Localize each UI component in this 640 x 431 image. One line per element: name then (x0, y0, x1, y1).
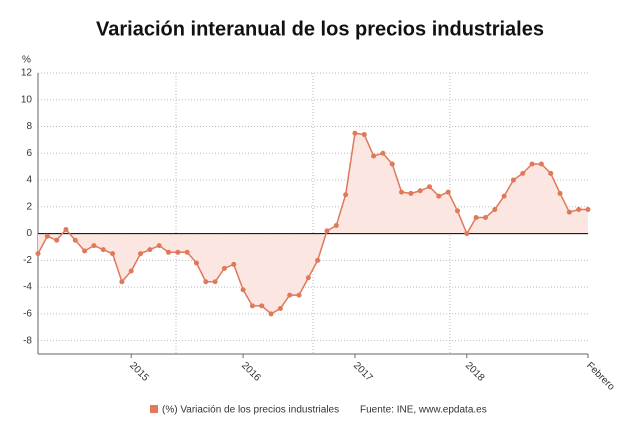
point (538, 161, 544, 167)
y-tick-label: 10 (21, 94, 33, 105)
point (510, 177, 516, 183)
point (343, 192, 349, 198)
point (324, 228, 330, 234)
point (454, 208, 460, 214)
point (520, 170, 526, 176)
point (408, 190, 414, 196)
point (138, 251, 144, 257)
point (296, 292, 302, 298)
point (380, 150, 386, 156)
point (54, 237, 60, 243)
point (147, 247, 153, 253)
point (72, 237, 78, 243)
x-tick-label: 2017 (351, 360, 375, 384)
x-tick-label: 2016 (239, 360, 263, 384)
point (63, 227, 69, 233)
y-tick-label: 8 (26, 121, 32, 132)
point (482, 215, 488, 221)
point (240, 287, 246, 293)
point (203, 279, 209, 285)
point (333, 223, 339, 229)
point (557, 190, 563, 196)
point (91, 243, 97, 249)
y-tick-label: -4 (23, 282, 32, 293)
point (221, 265, 227, 271)
point (110, 251, 116, 257)
point (492, 206, 498, 212)
point (212, 279, 218, 285)
point (193, 260, 199, 266)
point (389, 161, 395, 167)
y-tick-label: 2 (26, 201, 32, 212)
point (529, 161, 535, 167)
point (352, 130, 358, 136)
point (464, 231, 470, 237)
point (445, 189, 451, 195)
point (231, 261, 237, 267)
point (548, 170, 554, 176)
x-tick-label: 2015 (127, 360, 151, 384)
point (585, 206, 591, 212)
point (175, 249, 181, 255)
y-tick-label: 12 (21, 68, 33, 79)
x-tick-label: 2018 (463, 360, 487, 384)
chart-title: Variación interanual de los precios indu… (96, 18, 544, 40)
point (166, 249, 172, 255)
point (119, 279, 125, 285)
y-tick-label: -2 (23, 255, 32, 266)
point (436, 193, 442, 199)
point (259, 303, 265, 309)
legend-label: (%) Variación de los precios industriale… (162, 405, 339, 416)
source: Fuente: INE, www.epdata.es (360, 405, 487, 416)
x-tick-label: Febrero (584, 360, 617, 393)
point (128, 268, 134, 274)
y-tick-label: -8 (23, 335, 32, 346)
y-axis-label: % (22, 55, 31, 66)
area (38, 133, 588, 314)
point (361, 132, 367, 138)
point (156, 243, 162, 249)
point (82, 248, 88, 254)
point (287, 292, 293, 298)
point (44, 233, 50, 239)
point (399, 189, 405, 195)
point (35, 251, 41, 257)
point (473, 215, 479, 221)
point (100, 247, 106, 253)
point (566, 209, 572, 215)
point (417, 188, 423, 194)
point (315, 257, 321, 263)
point (427, 184, 433, 190)
point (268, 311, 274, 317)
legend-swatch (150, 405, 158, 413)
y-tick-label: -6 (23, 308, 32, 319)
point (501, 193, 507, 199)
point (277, 306, 283, 312)
y-tick-label: 6 (26, 148, 32, 159)
point (184, 249, 190, 255)
point (249, 303, 255, 309)
point (305, 275, 311, 281)
y-tick-label: 0 (26, 228, 32, 239)
vertical-grid (175, 73, 451, 354)
point (371, 153, 377, 159)
y-tick-label: 4 (26, 175, 32, 186)
point (576, 206, 582, 212)
